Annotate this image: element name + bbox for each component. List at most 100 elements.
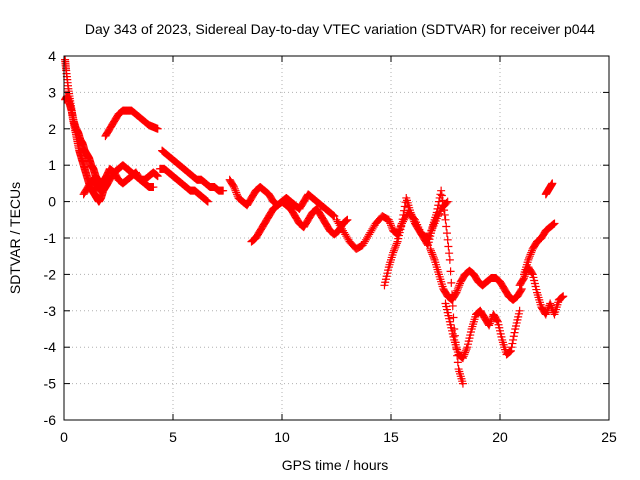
data-point xyxy=(549,220,558,229)
data-point xyxy=(453,284,462,293)
data-point xyxy=(527,269,536,278)
data-point xyxy=(409,215,418,224)
data-point xyxy=(400,206,409,215)
y-tick-label: -6 xyxy=(44,412,57,428)
data-point xyxy=(505,348,514,357)
data-point xyxy=(541,310,550,319)
data-point xyxy=(438,196,447,205)
data-point xyxy=(453,286,462,295)
data-point xyxy=(203,197,212,206)
data-point xyxy=(231,186,240,195)
series-12 xyxy=(441,299,524,363)
data-point xyxy=(429,252,438,261)
data-point xyxy=(397,219,406,228)
data-point xyxy=(390,244,399,253)
data-point xyxy=(515,306,524,315)
data-point xyxy=(439,201,448,210)
data-point xyxy=(525,254,534,263)
data-point xyxy=(542,308,551,317)
y-tick-label: -4 xyxy=(44,339,57,355)
data-point xyxy=(458,379,467,388)
data-point xyxy=(429,254,438,263)
data-point xyxy=(442,229,451,238)
data-point xyxy=(387,223,396,232)
data-point xyxy=(407,210,416,219)
data-point xyxy=(230,183,239,192)
data-point xyxy=(399,210,408,219)
data-point xyxy=(546,299,555,308)
y-tick-label: -2 xyxy=(44,266,57,282)
data-point xyxy=(386,219,395,228)
data-point xyxy=(507,343,516,352)
y-tick-label: -1 xyxy=(44,230,57,246)
data-point xyxy=(406,208,415,217)
data-point xyxy=(436,190,445,199)
data-point xyxy=(328,210,337,219)
y-axis-ticks: -6 -5 -4 -3 -2 -1 0 1 2 3 4 xyxy=(44,48,609,428)
y-tick-label: -3 xyxy=(44,303,57,319)
data-point xyxy=(392,241,401,250)
data-point xyxy=(440,210,449,219)
data-point xyxy=(559,292,568,301)
series-4 xyxy=(79,161,162,199)
data-point xyxy=(440,206,449,215)
series-14 xyxy=(519,219,559,279)
series-5 xyxy=(158,146,228,195)
y-tick-label: 4 xyxy=(48,48,56,64)
data-point xyxy=(446,267,455,276)
data-point xyxy=(445,249,454,258)
data-point xyxy=(510,328,519,337)
data-point xyxy=(462,345,471,354)
data-point xyxy=(461,346,470,355)
data-point xyxy=(525,252,534,261)
data-point xyxy=(447,278,456,287)
data-point xyxy=(509,332,518,341)
data-point xyxy=(437,191,446,200)
data-point xyxy=(550,219,559,228)
data-point xyxy=(219,186,228,195)
data-point xyxy=(203,196,212,205)
data-point xyxy=(452,288,461,297)
data-point xyxy=(455,281,464,290)
data-point xyxy=(517,286,526,295)
data-point xyxy=(548,179,557,188)
data-point xyxy=(443,197,452,206)
data-point xyxy=(153,124,162,133)
x-axis-label: GPS time / hours xyxy=(282,457,389,473)
data-point xyxy=(460,350,469,359)
data-point xyxy=(508,339,517,348)
series-11 xyxy=(426,244,526,304)
data-point xyxy=(398,215,407,224)
data-point xyxy=(546,301,555,310)
data-point xyxy=(343,215,352,224)
x-tick-label: 15 xyxy=(383,429,399,445)
data-points xyxy=(61,55,568,388)
data-point xyxy=(385,217,394,226)
data-point xyxy=(387,221,395,230)
data-point xyxy=(433,204,442,213)
y-tick-label: -5 xyxy=(44,376,57,392)
y-tick-label: 1 xyxy=(48,157,56,173)
data-point xyxy=(341,217,350,226)
y-axis-label: SDTVAR / TECUs xyxy=(7,182,23,294)
data-point xyxy=(427,248,436,257)
data-point xyxy=(426,244,435,253)
data-point xyxy=(392,239,401,248)
data-point xyxy=(391,243,400,252)
data-point xyxy=(389,246,398,255)
data-point xyxy=(485,321,494,330)
series-15 xyxy=(541,179,557,199)
data-point xyxy=(448,301,457,310)
data-point xyxy=(445,255,454,264)
data-point xyxy=(329,211,338,220)
data-point xyxy=(459,352,468,361)
data-point xyxy=(441,215,450,224)
series-3 xyxy=(101,106,162,141)
data-point xyxy=(389,248,398,257)
series-6 xyxy=(155,164,212,206)
data-point xyxy=(232,190,241,199)
data-point xyxy=(432,208,441,217)
data-point xyxy=(558,292,567,301)
data-point xyxy=(526,250,535,259)
